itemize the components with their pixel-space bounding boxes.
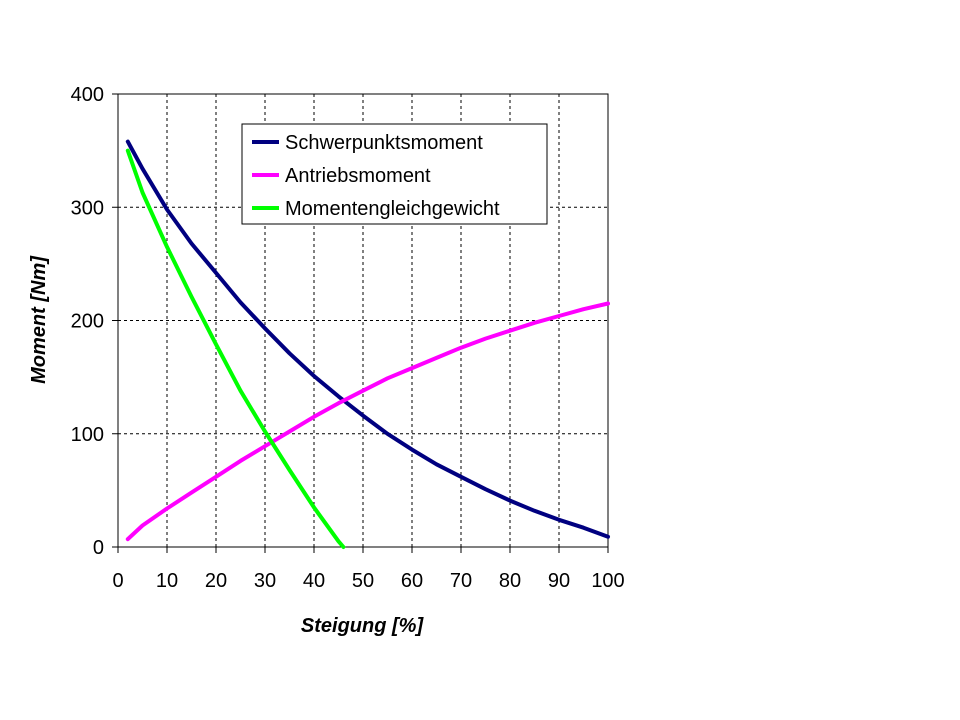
x-tick-label: 40	[303, 570, 325, 592]
x-tick-label: 80	[499, 570, 521, 592]
legend-label: Momentengleichgewicht	[285, 198, 500, 220]
series-line-1	[125, 139, 610, 539]
y-tick-label: 200	[71, 311, 104, 333]
y-axis-title: Moment [Nm]	[28, 255, 50, 384]
x-tick-label: 30	[254, 570, 276, 592]
x-tick-label: 10	[156, 570, 178, 592]
x-axis-title: Steigung [%]	[301, 615, 425, 637]
x-tick-label: 70	[450, 570, 472, 592]
axis-ticks: 0 10 20 30 40 50 60 70 80 90 100 0 100 200 300 400	[71, 84, 625, 592]
x-tick-label: 60	[401, 570, 423, 592]
x-tick-label: 90	[548, 570, 570, 592]
legend-label: Schwerpunktsmoment	[285, 132, 483, 154]
y-tick-label: 100	[71, 424, 104, 446]
x-tick-label: 0	[112, 570, 123, 592]
x-tick-label: 100	[591, 570, 624, 592]
y-tick-label: 300	[71, 197, 104, 219]
x-tick-label: 20	[205, 570, 227, 592]
legend-box	[241, 123, 548, 225]
y-tick-label: 0	[93, 537, 104, 559]
series-line-2	[125, 301, 610, 542]
legend-label: Antriebsmoment	[285, 165, 431, 187]
y-tick-label: 400	[71, 84, 104, 106]
legend: Schwerpunktsmoment Antriebsmoment Momenten…	[241, 123, 548, 225]
series-line-3	[125, 148, 346, 549]
series-lines	[125, 139, 610, 549]
x-tick-label: 50	[352, 570, 374, 592]
